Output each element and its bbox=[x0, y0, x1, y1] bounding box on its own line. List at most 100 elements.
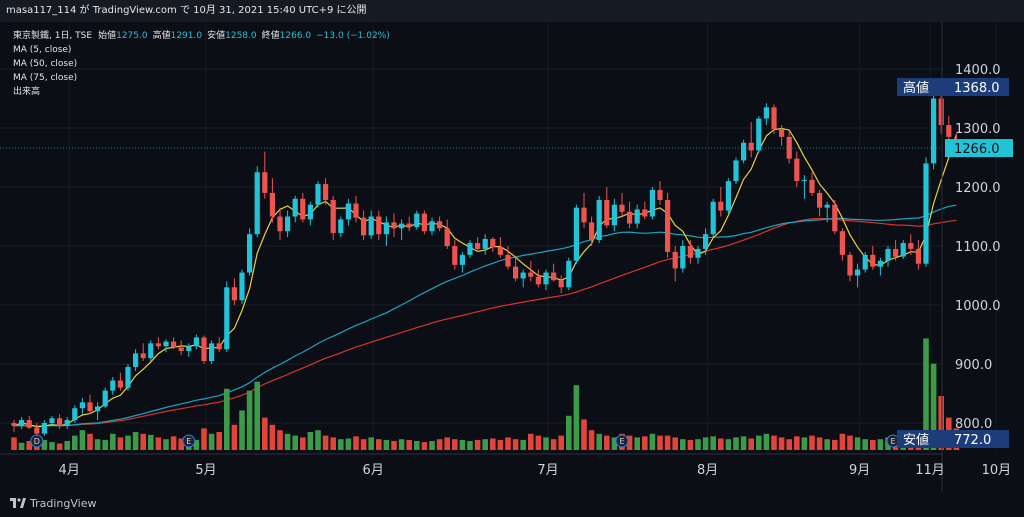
volume-bar bbox=[102, 439, 108, 450]
candle-body bbox=[528, 272, 534, 277]
svg-text:1266.0: 1266.0 bbox=[954, 142, 1000, 157]
publish-header: masa117_114 が TradingView.com で 10月 31, … bbox=[0, 0, 1024, 22]
candle-body bbox=[931, 98, 937, 164]
candle-body bbox=[353, 203, 359, 218]
volume-bar bbox=[877, 439, 884, 450]
candle-body bbox=[110, 380, 116, 391]
candle-body bbox=[345, 203, 351, 220]
candle-body bbox=[285, 216, 291, 232]
candle-body bbox=[497, 247, 503, 255]
dividend-marker[interactable]: D bbox=[30, 434, 44, 448]
volume-bar bbox=[550, 439, 557, 450]
candle-body bbox=[224, 287, 230, 350]
volume-bar bbox=[566, 415, 572, 450]
candle-body bbox=[338, 219, 344, 234]
volume-bar bbox=[345, 438, 352, 450]
candle-body bbox=[269, 192, 275, 217]
candle-body bbox=[41, 423, 47, 434]
earnings-marker[interactable]: E bbox=[615, 434, 629, 448]
time-axis[interactable]: 4月 5月 6月 7月 8月 9月 10月 11月 bbox=[59, 463, 1012, 478]
candle-body bbox=[938, 98, 944, 126]
volume-bar bbox=[558, 435, 564, 450]
volume-bar bbox=[254, 381, 260, 450]
candle-body bbox=[893, 248, 899, 257]
volume-bar bbox=[482, 439, 488, 450]
volume-bar bbox=[163, 439, 169, 450]
volume-bar bbox=[170, 436, 177, 450]
volume-bar bbox=[778, 437, 785, 450]
svg-text:E: E bbox=[890, 437, 895, 446]
candle-body bbox=[779, 129, 785, 137]
volume-bar bbox=[520, 439, 526, 450]
svg-text:E: E bbox=[619, 437, 624, 446]
svg-text:高値: 高値 bbox=[903, 80, 929, 96]
volume-bar bbox=[193, 439, 200, 450]
candle-body bbox=[566, 260, 572, 288]
tradingview-logo-icon bbox=[10, 498, 26, 508]
candle-body bbox=[680, 246, 686, 269]
volume-bar bbox=[353, 436, 359, 450]
volume-bar bbox=[300, 437, 306, 450]
candle-body bbox=[551, 272, 557, 281]
volume-bar bbox=[581, 419, 587, 450]
volume-bar bbox=[307, 432, 314, 450]
candle-body bbox=[193, 337, 199, 347]
candle-body bbox=[178, 347, 184, 352]
candle-body bbox=[748, 142, 754, 151]
volume-bar bbox=[809, 435, 815, 450]
candle-body bbox=[421, 213, 427, 232]
volume-bar bbox=[178, 438, 184, 450]
y-tick-label: 900.0 bbox=[955, 358, 992, 373]
candle-body bbox=[307, 204, 313, 220]
candle-body bbox=[703, 234, 709, 249]
volume-bar bbox=[459, 439, 466, 450]
volume-bar bbox=[847, 435, 853, 450]
candle-body bbox=[72, 408, 78, 421]
earnings-marker[interactable]: E bbox=[182, 434, 196, 448]
candle-body bbox=[323, 184, 329, 200]
legend-symbol: 東京製鐵, 1日, TSE bbox=[13, 29, 92, 41]
svg-text:D: D bbox=[34, 437, 40, 446]
volume-bar bbox=[505, 437, 511, 450]
candle-body bbox=[763, 107, 769, 119]
candle-body bbox=[672, 251, 678, 269]
volume-bar bbox=[11, 437, 17, 450]
candle-body bbox=[117, 380, 123, 388]
svg-text:1368.0: 1368.0 bbox=[954, 81, 1000, 96]
volume-bar bbox=[360, 439, 367, 450]
candle-body bbox=[186, 346, 192, 352]
x-tick-label: 9月 bbox=[849, 463, 870, 478]
candle-body bbox=[361, 217, 367, 236]
price-axis[interactable]: 1400.0 1300.0 1200.0 1100.0 1000.0 900.0 800.0 bbox=[955, 63, 1001, 432]
candle-body bbox=[817, 192, 823, 208]
volume-bar bbox=[72, 435, 78, 450]
candle-body bbox=[475, 243, 481, 249]
candle-body bbox=[665, 199, 671, 252]
price-chart[interactable]: 1400.0 1300.0 1200.0 1100.0 1000.0 900.0 800.0… bbox=[0, 22, 1024, 492]
volume-bar bbox=[94, 439, 101, 450]
volume-bar bbox=[421, 442, 428, 450]
candle-body bbox=[725, 181, 731, 211]
volume-bar bbox=[634, 437, 640, 450]
candle-body bbox=[855, 269, 861, 276]
volume-bar bbox=[315, 430, 321, 450]
volume-bar bbox=[938, 396, 944, 450]
candle-body bbox=[490, 238, 496, 248]
candle-body bbox=[171, 341, 177, 348]
candle-body bbox=[368, 216, 374, 236]
volume-bar bbox=[155, 437, 162, 450]
volume-bar bbox=[474, 439, 481, 450]
candle-body bbox=[163, 341, 169, 347]
volume-bar bbox=[79, 430, 86, 450]
volume-bar bbox=[56, 443, 63, 450]
candle-body bbox=[467, 243, 473, 255]
tradingview-logo[interactable]: TradingView bbox=[10, 497, 96, 510]
legend-volume: 出来高 bbox=[13, 85, 40, 97]
volume-bar bbox=[117, 437, 124, 450]
candle-body bbox=[771, 107, 777, 130]
ma50-line bbox=[13, 204, 957, 427]
volume-bar bbox=[528, 433, 534, 450]
last-price-tag: 1266.0 bbox=[945, 139, 1013, 158]
volume-bar bbox=[398, 439, 405, 450]
candle-body bbox=[786, 136, 792, 159]
